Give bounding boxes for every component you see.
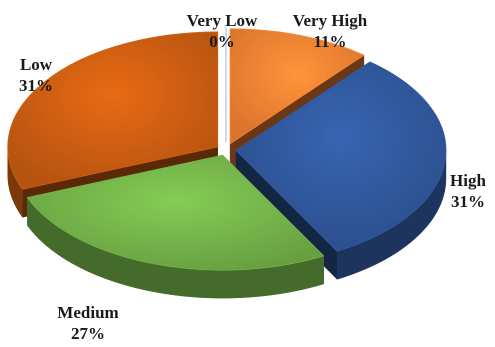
- slice-value-label-low: 31%: [19, 76, 53, 95]
- slice-label-very-high: Very High: [293, 11, 368, 30]
- slice-label-medium: Medium: [57, 303, 118, 322]
- pie-slice-low: [7, 31, 219, 190]
- slice-label-very-low: Very Low: [187, 11, 258, 30]
- slice-label-high: High: [450, 171, 486, 190]
- slice-value-label-very-high: 11%: [313, 32, 346, 51]
- pie-slice-medium: [26, 154, 325, 271]
- slice-value-label-high: 31%: [451, 192, 485, 211]
- pie-slice-high: [235, 61, 447, 252]
- slice-label-low: Low: [20, 55, 53, 74]
- slice-value-label-very-low: 0%: [209, 32, 235, 51]
- pie-slice-very-high: [229, 28, 365, 145]
- slice-value-label-medium: 27%: [71, 324, 105, 343]
